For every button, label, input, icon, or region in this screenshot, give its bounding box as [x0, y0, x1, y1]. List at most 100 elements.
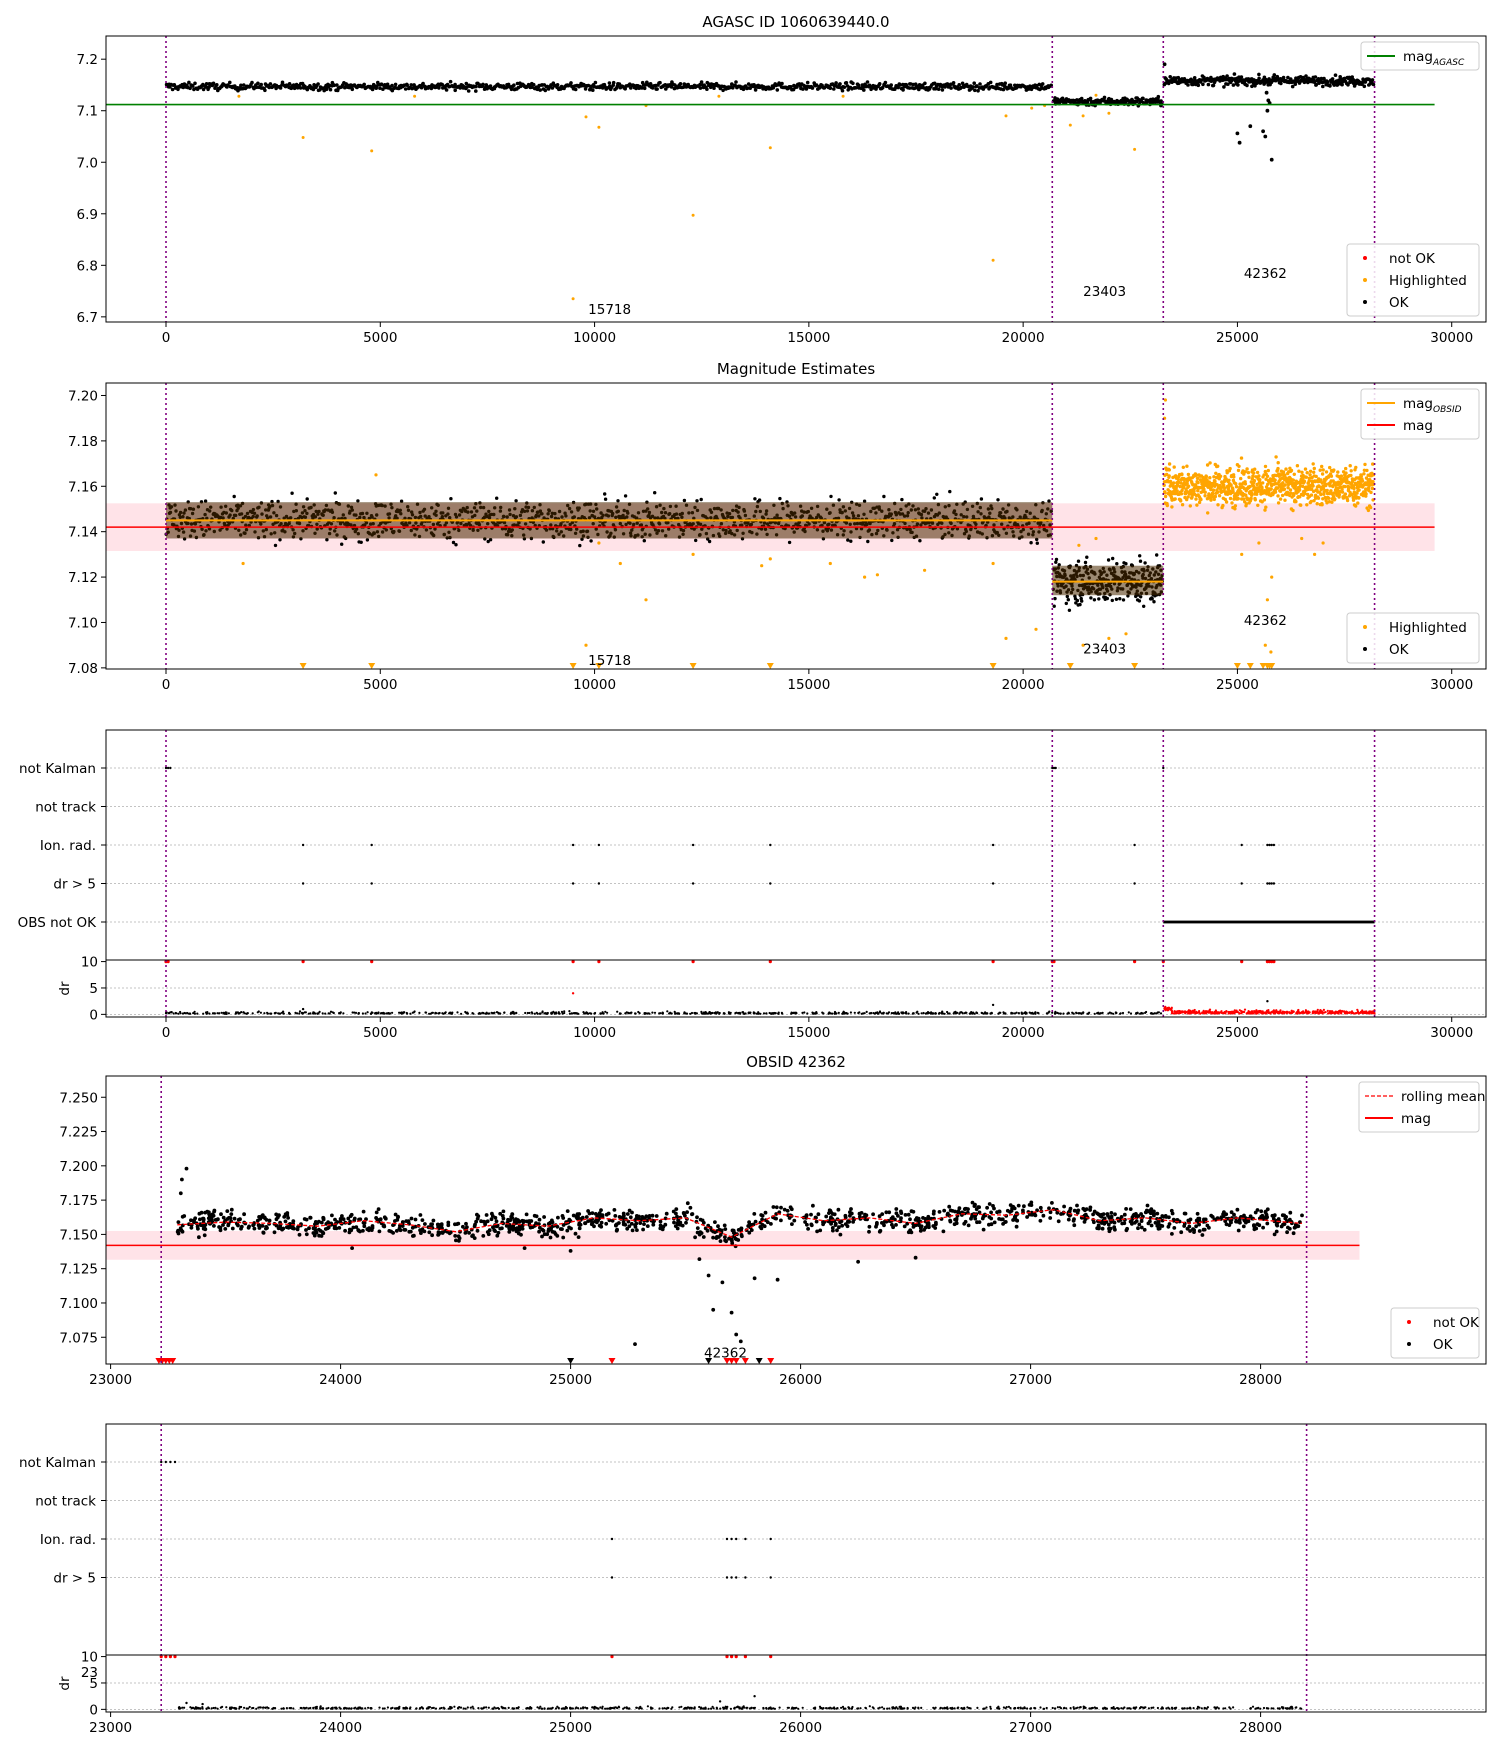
data-point — [1309, 493, 1314, 497]
dr-point — [722, 1012, 725, 1015]
data-point — [1192, 76, 1197, 80]
dr-point — [1088, 1011, 1091, 1014]
data-point — [862, 88, 866, 92]
dr-point — [747, 1012, 750, 1015]
legend-label: Highlighted — [1389, 620, 1467, 636]
data-point — [1366, 508, 1371, 513]
dr-point — [965, 1011, 968, 1014]
dr-point — [179, 1012, 182, 1015]
data-point — [1340, 487, 1344, 491]
dr-point — [570, 1012, 573, 1015]
dr-point — [1156, 1011, 1159, 1014]
dr-point — [353, 1011, 356, 1014]
dr-point — [193, 1012, 196, 1015]
data-point — [1214, 471, 1218, 475]
dr-point — [1107, 1012, 1110, 1015]
data-point — [932, 496, 936, 500]
data-point — [1078, 602, 1082, 607]
data-point — [787, 540, 792, 545]
data-point — [959, 85, 963, 90]
data-point — [1176, 75, 1181, 80]
data-point — [509, 87, 514, 92]
data-point — [653, 491, 657, 495]
data-point — [1365, 468, 1369, 473]
dr-point — [1075, 1012, 1078, 1015]
data-point — [1329, 474, 1334, 478]
x-tick-label: 25000 — [1216, 330, 1259, 346]
data-point — [204, 82, 209, 86]
data-point — [1215, 490, 1220, 494]
data-point — [305, 497, 309, 501]
data-point — [1286, 75, 1290, 80]
data-point — [1088, 96, 1093, 101]
dr-point — [234, 1012, 237, 1015]
data-point — [1003, 81, 1007, 85]
dr-point — [456, 1011, 459, 1014]
data-point — [1181, 465, 1186, 469]
data-point — [325, 538, 329, 542]
data-point — [263, 88, 267, 93]
censored-marker — [989, 663, 997, 669]
dr-point — [186, 1011, 189, 1015]
censored-marker — [1066, 663, 1074, 669]
data-point — [1312, 470, 1316, 474]
data-point — [1314, 82, 1318, 87]
data-point — [170, 87, 175, 92]
data-point — [1359, 474, 1364, 478]
data-point — [995, 82, 999, 87]
data-point — [1218, 474, 1223, 478]
data-point — [1170, 505, 1174, 509]
data-point — [936, 87, 941, 91]
data-point — [1171, 481, 1176, 485]
flag-point — [991, 882, 995, 885]
dr-point — [424, 1011, 427, 1014]
data-point — [1302, 479, 1307, 484]
data-point — [1225, 471, 1229, 475]
data-point — [789, 85, 793, 89]
flag-plot-area — [106, 730, 1486, 1017]
data-point — [1292, 472, 1297, 476]
data-point — [1347, 75, 1352, 80]
highlighted-point — [841, 94, 845, 98]
dr-point — [181, 1012, 185, 1015]
flag-point — [301, 882, 305, 885]
data-point — [1263, 464, 1268, 469]
data-point — [1203, 494, 1207, 498]
dr-point — [1121, 1011, 1125, 1015]
dr-point — [943, 1012, 946, 1015]
data-point — [512, 83, 516, 87]
data-point — [699, 497, 703, 502]
highlighted-point — [1081, 643, 1085, 647]
data-point — [1236, 497, 1240, 501]
highlighted-point — [1068, 123, 1072, 127]
dr-point — [1119, 1012, 1122, 1015]
dr-point — [307, 1012, 310, 1015]
dr-point — [1151, 1012, 1154, 1015]
data-point — [488, 538, 493, 542]
data-point — [889, 83, 893, 87]
dr-point — [900, 1011, 903, 1014]
dr-point — [1098, 1012, 1101, 1015]
data-point — [1362, 84, 1367, 89]
dr-point — [1129, 1012, 1133, 1015]
dr-point — [634, 1012, 637, 1015]
data-point — [421, 81, 425, 86]
data-point — [882, 494, 886, 499]
data-point — [1347, 485, 1351, 489]
data-point — [1262, 498, 1267, 502]
data-point — [390, 83, 394, 88]
legend-label: Highlighted — [1389, 273, 1467, 289]
highlighted-point — [691, 552, 695, 557]
data-point — [976, 89, 980, 93]
data-point — [1239, 476, 1243, 481]
data-point — [267, 85, 272, 90]
highlighted-point — [1094, 536, 1098, 541]
data-point — [951, 81, 956, 85]
x-tick-label: 15000 — [787, 330, 830, 346]
highlighted-point — [691, 213, 695, 217]
legend-label: OK — [1389, 295, 1410, 311]
dr-point — [1114, 1011, 1117, 1014]
data-point — [1226, 82, 1230, 86]
data-point — [1343, 484, 1347, 489]
